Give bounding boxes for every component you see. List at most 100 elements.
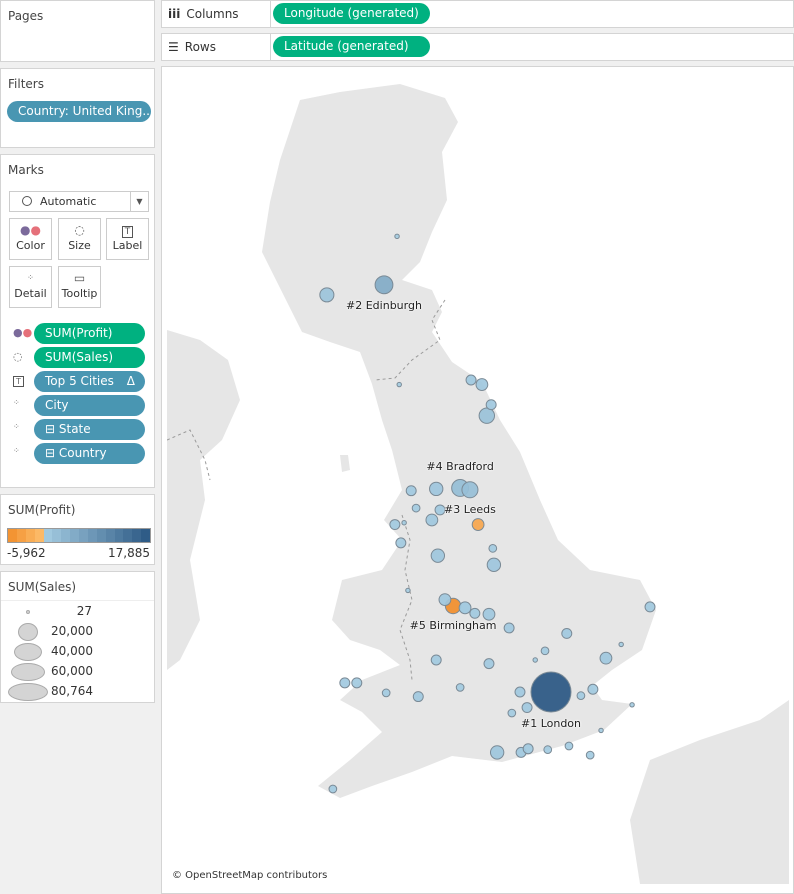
marks-field-city[interactable]: ⁘ City — [13, 395, 145, 416]
sales-legend-title: SUM(Sales) — [8, 580, 77, 594]
city-mark[interactable] — [482, 607, 496, 621]
sales-pill[interactable]: SUM(Sales) — [34, 347, 145, 368]
city-mark[interactable] — [455, 683, 465, 692]
map-attribution[interactable]: © OpenStreetMap contributors — [172, 870, 328, 881]
city-mark[interactable] — [521, 702, 533, 714]
city-mark[interactable] — [471, 518, 485, 531]
city-mark[interactable] — [598, 727, 604, 734]
detail-button-label: Detail — [14, 287, 47, 300]
city-mark[interactable] — [374, 275, 394, 295]
marks-title: Marks — [8, 163, 44, 177]
city-mark[interactable] — [319, 287, 335, 303]
size-button-label: Size — [68, 239, 91, 252]
city-mark[interactable] — [488, 543, 498, 553]
latitude-pill[interactable]: Latitude (generated) — [273, 36, 430, 57]
city-mark[interactable] — [465, 374, 477, 386]
ramp-step — [123, 529, 133, 542]
marks-field-top5[interactable]: T Top 5 Cities Δ — [13, 371, 145, 392]
city-mark[interactable] — [564, 741, 574, 751]
city-mark[interactable] — [483, 658, 495, 670]
marks-field-sales[interactable]: ◌ SUM(Sales) — [13, 347, 145, 368]
filter-pill-country[interactable]: Country: United King.. — [7, 101, 151, 122]
city-mark[interactable] — [540, 646, 550, 656]
profit-pill[interactable]: SUM(Profit) — [34, 323, 145, 344]
city-mark[interactable] — [599, 651, 613, 665]
city-mark[interactable] — [629, 702, 635, 708]
columns-icon: iii — [168, 7, 181, 21]
marks-field-profit[interactable]: ●● SUM(Profit) — [13, 323, 145, 344]
city-mark[interactable] — [530, 671, 572, 713]
city-mark[interactable] — [395, 537, 407, 549]
ramp-step — [70, 529, 79, 542]
city-mark[interactable] — [328, 784, 338, 794]
city-mark[interactable] — [644, 601, 656, 613]
size-button[interactable]: ◌ Size — [58, 218, 101, 260]
city-mark[interactable] — [430, 548, 446, 563]
city-mark[interactable] — [438, 593, 452, 606]
city-mark[interactable] — [469, 607, 481, 619]
city-mark[interactable] — [561, 627, 573, 639]
city-mark[interactable] — [394, 233, 400, 240]
columns-shelf[interactable]: iii Columns Longitude (generated) — [161, 0, 794, 28]
city-mark[interactable] — [425, 513, 439, 527]
label-icon: T — [13, 374, 29, 387]
city-mark[interactable] — [507, 708, 517, 718]
city-mark[interactable] — [405, 587, 411, 594]
city-mark[interactable] — [339, 677, 351, 689]
city-mark[interactable] — [411, 503, 421, 513]
city-mark[interactable] — [434, 504, 446, 516]
detail-button[interactable]: ⁘ Detail — [9, 266, 52, 308]
isle-of-man — [340, 455, 350, 472]
tooltip-button[interactable]: ▭ Tooltip — [58, 266, 101, 308]
top5-pill[interactable]: Top 5 Cities Δ — [34, 371, 145, 392]
city-mark[interactable] — [532, 657, 538, 663]
city-mark[interactable] — [585, 750, 595, 760]
city-mark[interactable] — [401, 519, 407, 526]
label-button[interactable]: T Label — [106, 218, 149, 260]
marks-field-country[interactable]: ⁘ ⊟ Country — [13, 443, 145, 464]
chevron-down-icon[interactable]: ▼ — [130, 192, 148, 211]
city-mark[interactable] — [351, 677, 363, 689]
longitude-pill[interactable]: Longitude (generated) — [273, 3, 430, 24]
city-mark[interactable] — [405, 485, 417, 497]
city-mark[interactable] — [458, 601, 472, 615]
city-mark[interactable] — [587, 683, 599, 695]
city-pill[interactable]: City — [34, 395, 145, 416]
city-mark[interactable] — [475, 378, 489, 391]
city-mark[interactable] — [522, 743, 534, 755]
color-dots-icon: ●● — [20, 223, 41, 237]
city-mark[interactable] — [543, 745, 553, 754]
mark-type-dropdown[interactable]: Automatic ▼ — [9, 191, 149, 212]
city-mark[interactable] — [396, 381, 402, 388]
city-mark[interactable] — [486, 557, 502, 572]
map-view[interactable]: #1 London #2 Edinburgh #4 Bradford #3 Leeds… — [167, 72, 789, 884]
pages-card[interactable]: Pages — [0, 0, 155, 62]
city-mark[interactable] — [412, 691, 424, 703]
city-mark[interactable] — [485, 399, 497, 411]
city-mark[interactable] — [576, 691, 586, 701]
city-mark[interactable] — [478, 407, 496, 424]
city-mark[interactable] — [489, 745, 505, 760]
profit-legend[interactable]: SUM(Profit) -5,962 17,885 — [0, 494, 155, 565]
city-mark[interactable] — [430, 654, 442, 666]
rows-shelf-label: ☰ Rows — [168, 40, 216, 54]
sales-legend[interactable]: SUM(Sales) 27 20,000 40,000 60,000 80,764 — [0, 571, 155, 703]
city-mark[interactable] — [381, 688, 391, 698]
city-mark[interactable] — [461, 481, 479, 499]
scotland-england-border — [374, 299, 446, 381]
city-label: #4 Bradford — [426, 460, 494, 474]
state-pill[interactable]: ⊟ State — [34, 419, 145, 440]
city-mark[interactable] — [389, 519, 401, 531]
profit-legend-max: 17,885 — [108, 546, 150, 560]
city-mark[interactable] — [429, 481, 444, 497]
city-mark[interactable] — [618, 641, 624, 648]
profit-legend-min: -5,962 — [7, 546, 46, 560]
color-button[interactable]: ●● Color — [9, 218, 52, 260]
marks-field-state[interactable]: ⁘ ⊟ State — [13, 419, 145, 440]
pages-title: Pages — [8, 9, 44, 23]
rows-shelf[interactable]: ☰ Rows Latitude (generated) — [161, 33, 794, 61]
country-pill[interactable]: ⊟ Country — [34, 443, 145, 464]
city-mark[interactable] — [514, 686, 526, 698]
city-mark[interactable] — [503, 622, 515, 634]
tooltip-icon: ▭ — [73, 271, 86, 285]
